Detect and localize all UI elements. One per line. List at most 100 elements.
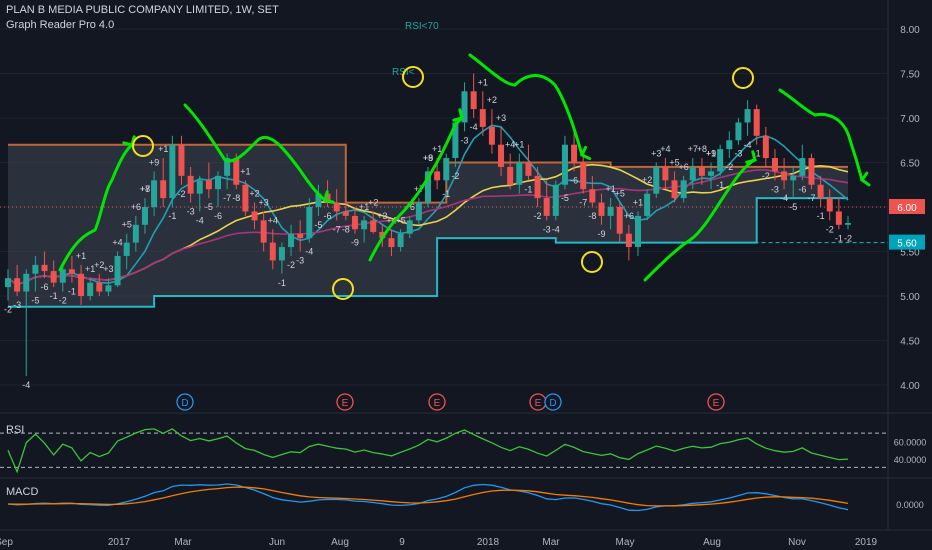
candle-body [68,269,75,274]
indicator-title: Graph Reader Pro 4.0 [6,19,115,31]
count-label: +4 [386,215,396,225]
candle-body [607,207,614,216]
count-label: +4 [660,144,670,154]
candle-body [87,282,94,296]
candle [552,180,559,221]
candle [14,264,21,296]
count-label: -4 [196,215,204,225]
candle [151,171,158,216]
ma-teal [7,124,849,286]
candle-body [662,166,669,181]
candle-body [799,158,806,176]
count-label: +3 [377,211,387,221]
count-label: -7 [333,224,341,234]
count-label: +8 [423,153,433,163]
candle-body [498,144,505,167]
count-label: -3 [771,184,779,194]
count-label: -6 [41,282,49,292]
candle-body [388,238,395,248]
candle-body [771,158,778,172]
candle-body [333,202,340,212]
arrow-head-stroke [859,171,871,187]
count-label: -3 [296,256,304,266]
count-label: -1 [524,184,532,194]
candle [278,242,285,274]
count-label: -2 [177,189,185,199]
candle-body [5,278,11,288]
candle-body [59,269,66,283]
arrow-head-stroke [122,135,136,147]
candle-body [507,166,514,185]
candle-body [50,271,57,283]
count-label: -2 [4,304,12,314]
arrow-head-stroke [745,150,757,164]
candle-body [826,198,833,212]
candle [215,171,221,207]
candle [644,189,651,221]
candle [753,104,760,145]
candle-body [817,184,824,199]
count-label: -9 [597,229,605,239]
rsi-line [7,428,849,474]
candle-body [470,91,477,110]
candle [735,118,742,145]
candle [671,171,678,203]
candle [415,198,422,225]
rsi-threshold-label: RSI<70 [405,21,439,32]
candle [571,126,578,172]
candle [835,198,842,230]
count-label: +4 [505,140,515,150]
arrow-head-stroke [323,190,335,204]
candle-body [753,109,760,136]
candle-body [543,198,550,216]
rsi-panel-label: RSI [6,424,25,436]
time-tick: Sep [0,537,13,548]
candle [799,144,806,181]
green-annotations [58,53,871,282]
candle [534,166,541,207]
candles [5,73,851,377]
candle [762,126,769,167]
candle [288,224,295,256]
candle [205,162,212,199]
candle-body [14,278,21,292]
trend-annotation [58,143,134,272]
event-marker-circle [428,393,446,411]
candle [653,162,660,199]
candle [443,153,450,185]
time-tick: 2018 [477,537,500,548]
count-label: -5 [31,296,39,306]
candle-body [434,171,441,181]
count-label: -2 [534,211,542,221]
candle [132,215,139,252]
count-label: +1 [76,251,86,261]
arrow-head [122,135,136,147]
candle [507,153,514,190]
candle [425,166,431,207]
count-label: +7 [140,184,150,194]
time-tick: Jun [269,537,285,548]
event-marker-label: E [434,398,441,409]
trend-annotation [468,53,584,157]
highlight-circle [581,251,603,273]
symbol-title: PLAN B MEDIA PUBLIC COMPANY LIMITED, 1W,… [6,4,279,16]
candle [306,198,313,243]
candle [470,73,477,118]
candle [616,202,623,243]
event-marker-circle [336,393,354,411]
count-label: -1 [817,211,825,221]
macd-line [7,483,849,512]
count-label: -4 [305,247,313,257]
candle-body [708,171,715,176]
candle [662,158,669,190]
candle [717,144,724,176]
candle-body [589,189,596,203]
candle [781,158,788,190]
count-label: -2 [826,224,834,234]
candle [196,175,203,212]
trend-annotation [368,116,464,262]
candle-body [196,180,203,194]
macd-tick: 0.0000 [896,500,924,510]
candle [260,211,267,252]
count-label: -4 [470,122,478,132]
